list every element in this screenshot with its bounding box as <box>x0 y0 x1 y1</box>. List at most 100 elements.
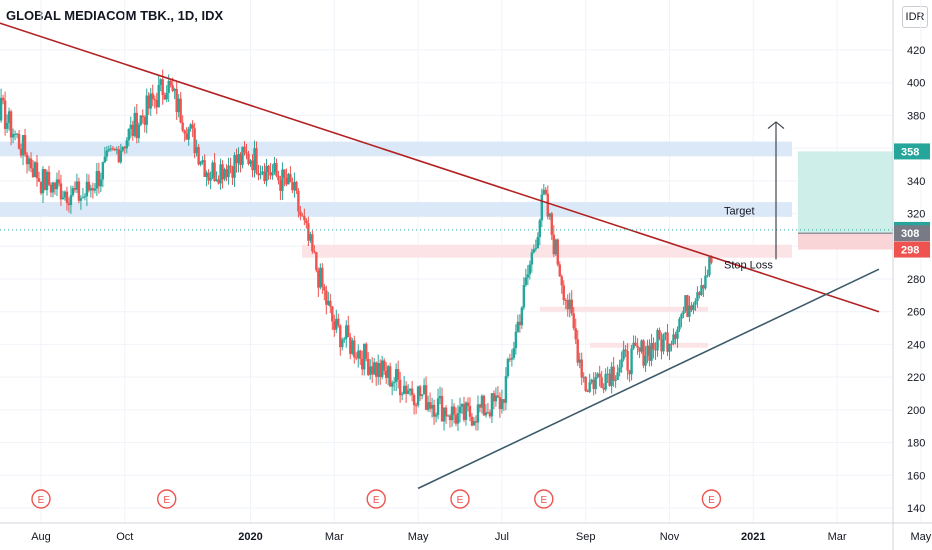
candle <box>211 162 214 178</box>
y-tick-label: 280 <box>907 274 925 286</box>
candle <box>694 301 697 305</box>
candle <box>237 153 240 164</box>
candle <box>388 366 392 387</box>
candle <box>225 169 228 178</box>
earnings-marker-icon[interactable] <box>450 489 470 509</box>
earnings-marker-icon[interactable] <box>31 489 51 509</box>
candle <box>656 330 659 351</box>
candle <box>167 80 170 93</box>
candle <box>111 148 115 150</box>
candle <box>305 220 308 224</box>
candle <box>63 191 67 198</box>
stop-loss-zone <box>798 233 893 250</box>
candle <box>566 300 569 310</box>
candle <box>137 125 140 139</box>
candle <box>253 148 256 171</box>
candle <box>678 318 681 330</box>
candle <box>267 165 270 173</box>
candle <box>229 165 232 167</box>
candle <box>123 146 126 149</box>
candle <box>576 339 579 363</box>
candle <box>295 181 298 191</box>
earnings-marker-label: E <box>373 495 380 506</box>
candle <box>321 267 324 287</box>
candle <box>608 373 611 386</box>
candle <box>638 347 641 352</box>
earnings-marker-icon[interactable] <box>534 489 554 509</box>
candle <box>349 337 352 354</box>
candle <box>578 359 581 363</box>
candle <box>480 395 484 408</box>
candle <box>472 421 476 426</box>
candle <box>357 350 360 359</box>
candle <box>47 171 51 185</box>
candle <box>259 173 262 176</box>
candle <box>243 146 246 153</box>
candle <box>592 379 595 390</box>
candle <box>159 79 162 85</box>
candle <box>646 345 649 356</box>
candle <box>27 158 31 165</box>
candle <box>273 163 276 173</box>
candle <box>542 189 545 195</box>
candle <box>113 149 117 151</box>
candle <box>269 172 272 176</box>
candle <box>97 170 101 187</box>
candle <box>217 179 220 184</box>
candle <box>281 169 284 191</box>
x-tick-label: Mar <box>325 531 344 543</box>
candle <box>380 360 384 378</box>
candle <box>386 366 390 378</box>
candle <box>279 180 282 191</box>
currency-label[interactable]: IDR <box>902 6 928 28</box>
candle <box>634 342 637 346</box>
candle <box>708 256 711 276</box>
candle <box>235 155 238 164</box>
candle <box>600 377 603 388</box>
earnings-marker-icon[interactable] <box>701 489 722 509</box>
y-tick-label: 380 <box>907 110 925 122</box>
y-tick-label: 400 <box>907 78 925 90</box>
y-tick-label: 240 <box>907 339 925 351</box>
candle <box>462 404 466 420</box>
x-tick-label: Jul <box>495 531 509 543</box>
price-label: 298 <box>901 245 919 257</box>
candle <box>21 135 25 156</box>
y-tick-label: 320 <box>907 209 925 221</box>
candle <box>490 393 494 417</box>
candle <box>169 80 172 86</box>
candle <box>436 398 440 415</box>
candle <box>265 165 268 182</box>
candle <box>544 189 547 194</box>
candle <box>410 388 414 395</box>
candle <box>41 169 45 194</box>
candle <box>706 275 709 277</box>
candle <box>57 179 61 184</box>
price-label-badge <box>894 225 930 242</box>
y-tick-label: 220 <box>907 372 925 384</box>
y-tick-label: 260 <box>907 307 925 319</box>
candle <box>139 115 142 126</box>
candle <box>67 203 71 206</box>
candle <box>89 188 93 191</box>
candle <box>682 310 685 315</box>
candle <box>133 112 136 136</box>
candle <box>149 93 152 109</box>
earnings-marker-icon[interactable] <box>366 489 386 509</box>
candle <box>424 385 428 410</box>
candle <box>468 406 472 417</box>
candle <box>636 345 639 348</box>
candle <box>215 179 218 182</box>
x-tick-label: May <box>408 531 429 543</box>
candle <box>77 181 81 201</box>
candle <box>375 362 378 377</box>
candle <box>175 88 178 113</box>
candle <box>35 162 39 179</box>
earnings-marker-icon[interactable] <box>156 489 177 509</box>
candle <box>107 149 111 151</box>
candle <box>426 402 430 410</box>
candle <box>221 164 224 180</box>
candle <box>1 97 5 101</box>
candle <box>568 299 571 310</box>
